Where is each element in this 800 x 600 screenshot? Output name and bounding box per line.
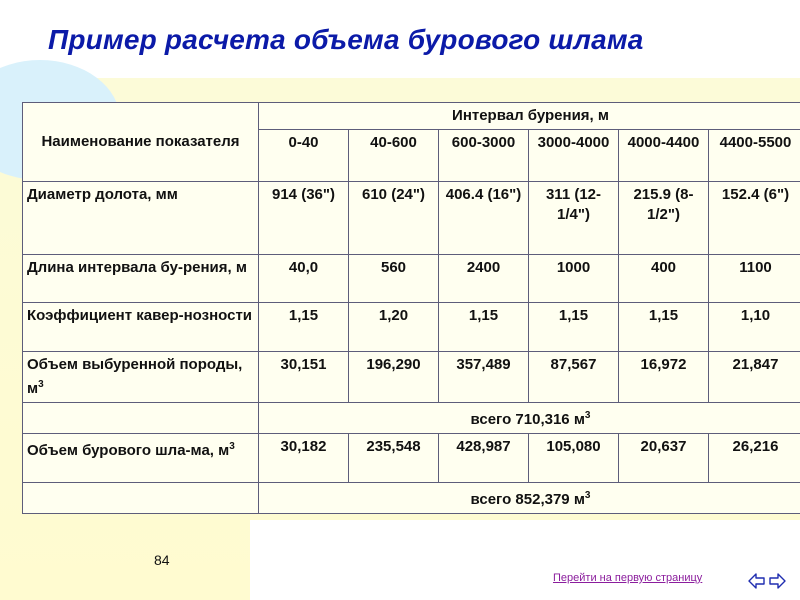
table-cell: 30,182 xyxy=(258,433,349,483)
table-cell: 1,20 xyxy=(348,302,439,352)
table-cell: 16,972 xyxy=(618,351,709,403)
empty-cell xyxy=(22,402,259,434)
table-row: Коэффициент кавер-нозности 1,15 1,20 1,1… xyxy=(22,302,800,352)
table-cell: 610 (24") xyxy=(348,181,439,255)
table-row: всего 710,316 м3 xyxy=(22,402,800,434)
arrow-right-icon[interactable] xyxy=(768,572,786,590)
data-table: Наименование показателя Интервал бурения… xyxy=(22,102,800,514)
total-rock: всего 710,316 м3 xyxy=(258,402,800,434)
table-cell: 914 (36") xyxy=(258,181,349,255)
page-number: 84 xyxy=(154,552,170,568)
table-cell: 1000 xyxy=(528,254,619,303)
slide-title: Пример расчета объема бурового шлама xyxy=(48,24,644,55)
table-cell: 26,216 xyxy=(708,433,800,483)
background-top xyxy=(0,0,800,78)
table-cell: 87,567 xyxy=(528,351,619,403)
table-row: Объем выбуренной породы, м3 30,151 196,2… xyxy=(22,351,800,403)
background-bottom-right xyxy=(250,520,800,600)
table-cell: 1,15 xyxy=(438,302,529,352)
table-cell: 400 xyxy=(618,254,709,303)
row-label: Объем бурового шла-ма, м3 xyxy=(22,433,259,483)
interval-header: 3000-4000 xyxy=(528,129,619,182)
table-cell: 357,489 xyxy=(438,351,529,403)
table-cell: 1,15 xyxy=(258,302,349,352)
table-cell: 406.4 (16") xyxy=(438,181,529,255)
table-cell: 20,637 xyxy=(618,433,709,483)
table-row: всего 852,379 м3 xyxy=(22,482,800,514)
table-cell: 105,080 xyxy=(528,433,619,483)
interval-header: 40-600 xyxy=(348,129,439,182)
table-cell: 1,10 xyxy=(708,302,800,352)
header-param: Наименование показателя xyxy=(22,102,259,182)
interval-header: 600-3000 xyxy=(438,129,529,182)
table-cell: 2400 xyxy=(438,254,529,303)
interval-header: 4000-4400 xyxy=(618,129,709,182)
table-cell: 196,290 xyxy=(348,351,439,403)
table-cell: 30,151 xyxy=(258,351,349,403)
table-cell: 1100 xyxy=(708,254,800,303)
table-cell: 1,15 xyxy=(618,302,709,352)
table-cell: 152.4 (6") xyxy=(708,181,800,255)
table-row: Диаметр долота, мм 914 (36") 610 (24") 4… xyxy=(22,181,800,255)
table-cell: 215.9 (8-1/2") xyxy=(618,181,709,255)
table-cell: 560 xyxy=(348,254,439,303)
interval-header: 0-40 xyxy=(258,129,349,182)
table-row: Длина интервала бу-рения, м 40,0 560 240… xyxy=(22,254,800,303)
first-page-link[interactable]: Перейти на первую страницу xyxy=(553,572,703,584)
table-cell: 428,987 xyxy=(438,433,529,483)
empty-cell xyxy=(22,482,259,514)
row-label: Коэффициент кавер-нозности xyxy=(22,302,259,352)
row-label: Длина интервала бу-рения, м xyxy=(22,254,259,303)
table-cell: 311 (12-1/4") xyxy=(528,181,619,255)
row-label: Объем выбуренной породы, м3 xyxy=(22,351,259,403)
row-label: Диаметр долота, мм xyxy=(22,181,259,255)
header-interval: Интервал бурения, м xyxy=(258,102,800,130)
arrow-left-icon[interactable] xyxy=(748,572,766,590)
table-row: Объем бурового шла-ма, м3 30,182 235,548… xyxy=(22,433,800,483)
table-cell: 21,847 xyxy=(708,351,800,403)
table-cell: 1,15 xyxy=(528,302,619,352)
total-mud: всего 852,379 м3 xyxy=(258,482,800,514)
interval-header: 4400-5500 xyxy=(708,129,800,182)
table-cell: 40,0 xyxy=(258,254,349,303)
table-cell: 235,548 xyxy=(348,433,439,483)
